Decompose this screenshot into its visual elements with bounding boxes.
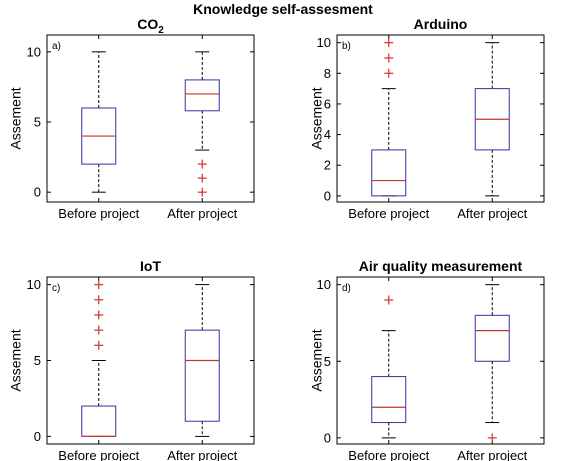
box-plot — [371, 38, 407, 197]
iqr-box — [184, 329, 220, 422]
y-tick-label: 0 — [34, 185, 41, 200]
category-label: After project — [457, 448, 527, 461]
category-label: Before project — [58, 448, 139, 461]
box-plot — [371, 295, 407, 439]
box-plot — [184, 51, 220, 197]
outlier-marker — [384, 68, 394, 78]
y-tick-label: 10 — [317, 277, 331, 292]
outlier-marker — [94, 310, 104, 320]
panel-title-main: IoT — [140, 258, 161, 274]
panel-label: c) — [52, 283, 60, 294]
outlier-marker — [94, 295, 104, 305]
iqr-box — [474, 314, 510, 362]
y-tick-label: 2 — [324, 158, 331, 173]
panel-label: a) — [52, 41, 61, 52]
chart-panel: CO2 a) Assement 0 5 10 Before project After pro… — [8, 16, 255, 221]
outlier-marker — [384, 38, 394, 48]
category-label: After project — [457, 206, 527, 221]
outlier-marker — [197, 187, 207, 197]
iqr-box — [81, 405, 117, 437]
panel-label: b) — [342, 41, 351, 52]
y-tick-label: 5 — [34, 115, 41, 130]
category-label: After project — [167, 206, 237, 221]
y-tick-label: 0 — [324, 430, 331, 445]
chart-panel: IoT c) Assement 0 5 10 Before project After pro… — [8, 258, 255, 461]
iqr-box — [371, 376, 407, 424]
y-tick-label: 8 — [324, 66, 331, 81]
panel-label: d) — [342, 283, 351, 294]
y-tick-label: 6 — [324, 96, 331, 111]
plot-frame — [46, 276, 255, 445]
box-plot — [474, 284, 510, 443]
outlier-marker — [94, 325, 104, 335]
y-tick-label: 5 — [34, 353, 41, 368]
panel-title-main: Arduino — [414, 16, 468, 32]
category-label: Before project — [348, 206, 429, 221]
panel-title: Air quality measurement — [359, 258, 523, 274]
chart-panel: Arduino b) Assement 0 2 4 6 8 10 Before project Af… — [309, 16, 545, 221]
box-plot — [184, 284, 220, 437]
y-tick-label: 5 — [324, 354, 331, 369]
category-label: After project — [167, 448, 237, 461]
y-axis-label: Assement — [8, 87, 24, 149]
y-axis-label: Assement — [8, 329, 24, 391]
y-tick-label: 4 — [324, 127, 331, 142]
outlier-marker — [384, 53, 394, 63]
panel-title: Arduino — [414, 16, 468, 32]
category-label: Before project — [58, 206, 139, 221]
outlier-marker — [197, 173, 207, 183]
panel-title: IoT — [140, 258, 161, 274]
y-tick-label: 0 — [34, 429, 41, 444]
panel-title-main: Air quality measurement — [359, 258, 523, 274]
panel-title: CO2 — [137, 16, 164, 36]
y-tick-label: 0 — [324, 188, 331, 203]
box-plot — [81, 280, 117, 438]
y-tick-label: 10 — [27, 44, 41, 59]
box-plot — [474, 42, 510, 197]
outlier-marker — [94, 280, 104, 290]
chart-panel: Air quality measurement d) Assement 0 5 10 Bef… — [309, 258, 545, 461]
figure-title: Knowledge self-assesment — [193, 1, 373, 17]
y-axis-label: Assement — [309, 329, 325, 391]
box-plot — [81, 51, 117, 193]
plot-frame — [336, 34, 545, 203]
y-axis-label: Assement — [309, 87, 325, 149]
iqr-box — [371, 149, 407, 197]
y-tick-label: 10 — [27, 277, 41, 292]
iqr-box — [184, 79, 220, 112]
outlier-marker — [94, 340, 104, 350]
outlier-marker — [197, 159, 207, 169]
plot-frame — [46, 34, 255, 203]
outlier-marker — [487, 433, 497, 443]
panel-title-main: CO — [137, 16, 158, 32]
panel-title-subscript: 2 — [158, 25, 164, 36]
outlier-marker — [384, 295, 394, 305]
y-tick-label: 10 — [317, 35, 331, 50]
category-label: Before project — [348, 448, 429, 461]
plot-frame — [336, 276, 545, 445]
